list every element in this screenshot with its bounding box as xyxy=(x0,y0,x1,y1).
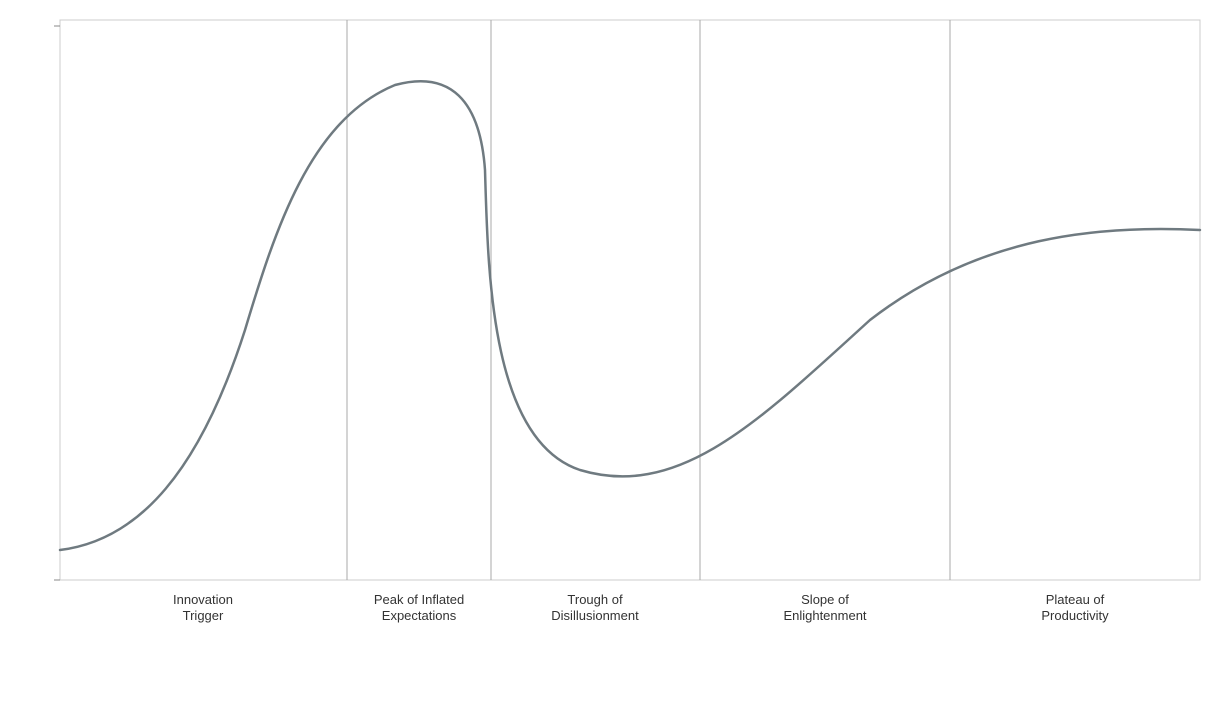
phase-label: Slope of xyxy=(801,592,849,607)
hype-cycle-chart: InnovationTrigger Peak of InflatedExpecta… xyxy=(0,0,1225,725)
phase-label: Plateau of xyxy=(1046,592,1105,607)
phase-label: Trough of xyxy=(567,592,623,607)
plot-border xyxy=(60,20,1200,580)
phase-label: Expectations xyxy=(382,608,457,623)
phase-label: Productivity xyxy=(1041,608,1109,623)
phase-label: Disillusionment xyxy=(551,608,639,623)
chart-svg: InnovationTrigger Peak of InflatedExpecta… xyxy=(0,0,1225,725)
phase-label: Innovation xyxy=(173,592,233,607)
phase-label: Peak of Inflated xyxy=(374,592,464,607)
hype-curve xyxy=(60,81,1200,550)
phase-label: Enlightenment xyxy=(783,608,866,623)
phase-label: Trigger xyxy=(183,608,224,623)
